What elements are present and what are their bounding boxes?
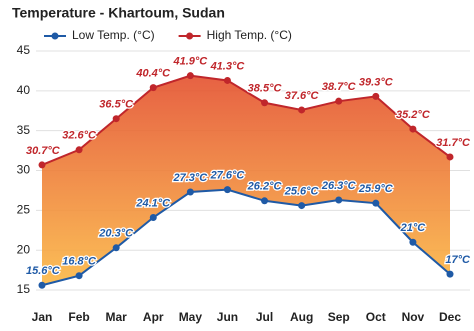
data-point [149,214,157,222]
x-tick-label: Jan [32,310,53,324]
value-label: 41.3°C [210,60,246,72]
x-tick-label: Aug [290,310,313,324]
data-point [409,125,417,133]
data-point [38,281,46,289]
x-tick-label: Mar [106,310,128,324]
data-point [335,97,343,105]
value-label: 27.6°C [210,170,246,182]
data-point [112,244,120,252]
data-point [223,76,231,84]
value-label: 24.1°C [135,197,171,209]
data-point [38,161,46,169]
x-tick-label: Apr [143,310,164,324]
data-point [149,84,157,92]
value-label: 26.2°C [247,181,283,193]
x-tick-label: Sep [328,310,350,324]
value-label: 17°C [445,254,471,266]
value-label: 20.3°C [98,228,134,240]
value-label: 16.8°C [62,256,97,268]
value-label: 25.6°C [284,185,320,197]
range-band [42,75,450,286]
value-label: 38.5°C [248,83,283,95]
x-tick-label: Dec [439,310,461,324]
data-point [223,186,231,194]
series-line [41,188,451,287]
y-tick-label: 20 [17,242,31,256]
value-label: 21°C [400,222,427,234]
chart-title: Temperature - Khartoum, Sudan [12,5,225,21]
legend-dot [51,32,59,40]
data-point [298,106,306,114]
data-point [186,72,194,80]
value-label: 36.5°C [99,99,134,111]
y-tick-label: 25 [17,203,31,217]
x-tick-label: Oct [366,310,386,324]
value-label: 30.7°C [26,145,61,157]
x-tick-label: Jul [256,310,273,324]
legend-label: High Temp. (°C) [207,28,292,42]
y-tick-label: 35 [17,123,31,137]
x-tick-label: Nov [402,310,425,324]
y-tick-label: 45 [17,43,31,57]
legend: Low Temp. (°C) High Temp. (°C) [44,28,292,42]
data-point [298,202,306,210]
legend-label: Low Temp. (°C) [72,28,155,42]
value-label: 25.9°C [358,183,394,195]
data-point [75,146,83,154]
x-tick-label: Feb [68,310,89,324]
data-point [186,188,194,196]
value-label: 32.6°C [62,130,97,142]
x-tick-label: Jun [217,310,238,324]
data-point [335,196,343,204]
x-tick-label: May [179,310,203,324]
value-label: 37.6°C [285,90,320,102]
data-point [446,270,454,278]
value-label: 41.9°C [172,56,208,68]
value-label: 15.6°C [26,265,61,277]
data-point [446,153,454,161]
plot: 15.6°C16.8°C 20.3°C 24.1°C 27.3°C 27.6°C26.2… [25,54,472,289]
value-label: 35.2°C [396,109,431,121]
value-label: 39.3°C [359,76,394,88]
y-tick-label: 30 [17,163,31,177]
value-label: 31.7°C [436,137,471,149]
value-label: 26.3°C [321,180,357,192]
data-point [372,92,380,100]
value-label: 38.7°C [322,81,357,93]
data-point [261,197,269,205]
y-tick-label: 40 [17,83,31,97]
data-point [261,99,269,107]
legend-dot [186,32,194,40]
value-label: 27.3°C [172,172,208,184]
y-tick-label: 15 [17,282,31,296]
data-point [409,238,417,246]
data-point [112,115,120,123]
data-point [372,199,380,207]
value-label: 40.4°C [135,68,171,80]
series-line [41,74,451,166]
data-point [75,272,83,280]
